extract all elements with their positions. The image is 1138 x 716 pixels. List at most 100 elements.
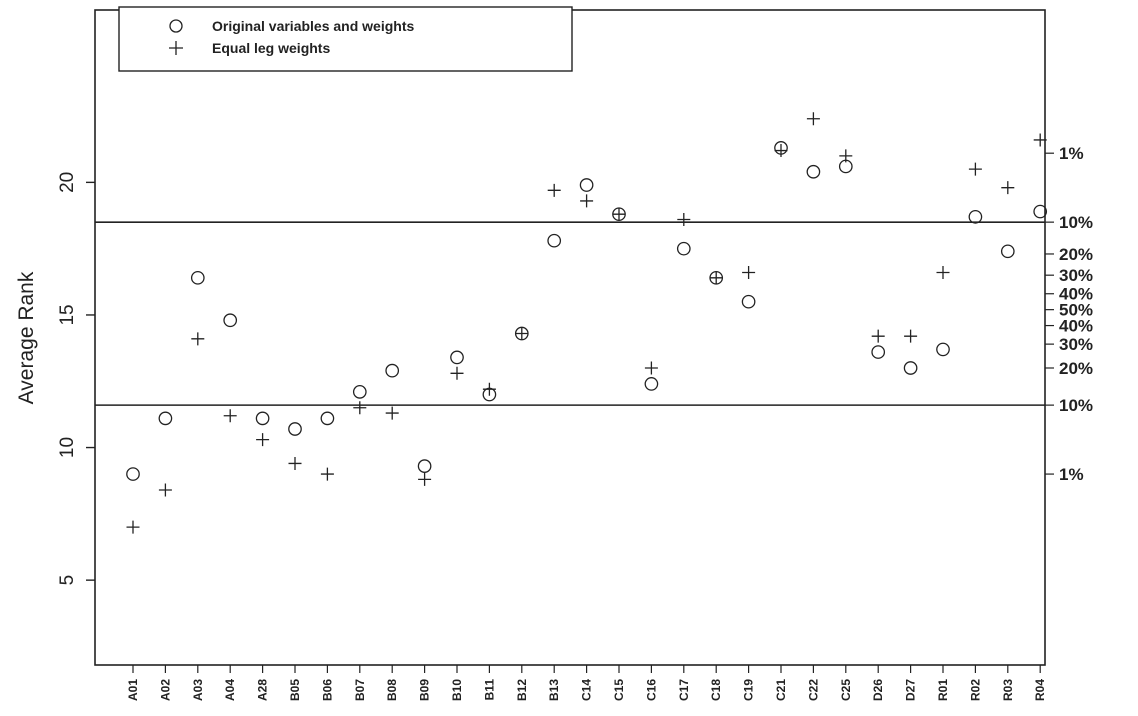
- point-equal-leg: [158, 483, 172, 497]
- point-equal-leg: [774, 144, 788, 158]
- point-equal-leg: [385, 406, 399, 420]
- x-tick-label: C15: [612, 679, 626, 701]
- point-equal-leg: [1033, 133, 1047, 147]
- point-equal-leg: [871, 329, 885, 343]
- point-equal-leg: [644, 361, 658, 375]
- x-tick-label: A04: [223, 679, 237, 701]
- point-original: [352, 385, 367, 399]
- point-original: [1033, 204, 1048, 219]
- point-equal-leg: [320, 467, 334, 481]
- point-original: [644, 377, 659, 391]
- x-tick-label: C18: [709, 679, 723, 701]
- point-equal-leg: [1001, 181, 1015, 195]
- x-tick-label: A01: [126, 679, 140, 701]
- right-axis-label: 10%: [1059, 213, 1093, 232]
- legend: Original variables and weights Equal leg…: [118, 6, 573, 72]
- x-tick-label: C22: [806, 679, 820, 701]
- x-tick-label: R02: [968, 679, 982, 701]
- right-axis-labels: 1%10%20%30%40%50%40%30%20%10%1%: [1045, 144, 1093, 484]
- legend-marker-plus: [169, 41, 183, 55]
- x-tick-label: D27: [904, 679, 918, 701]
- point-original: [903, 361, 918, 375]
- y-tick-label: 5: [57, 575, 78, 586]
- right-axis-label: 20%: [1059, 359, 1093, 378]
- x-tick-label: B13: [547, 679, 561, 701]
- point-original: [320, 411, 335, 426]
- x-tick-label: B12: [515, 679, 529, 701]
- point-original: [126, 467, 140, 481]
- point-original: [450, 350, 464, 365]
- x-tick-label: B10: [450, 679, 464, 701]
- point-original: [871, 345, 886, 359]
- right-axis-label: 30%: [1059, 266, 1093, 285]
- y-tick-label: 20: [57, 172, 78, 193]
- right-axis-label: 30%: [1059, 335, 1093, 354]
- point-equal-leg: [839, 149, 853, 163]
- point-equal-leg: [418, 472, 432, 486]
- x-tick-label: C14: [580, 679, 594, 701]
- point-equal-leg: [126, 520, 140, 534]
- x-tick-label: C25: [839, 679, 853, 701]
- right-axis-label: 20%: [1059, 245, 1093, 264]
- right-axis-label: 40%: [1059, 317, 1093, 336]
- point-equal-leg: [709, 271, 723, 285]
- x-tick-label: B08: [385, 679, 399, 701]
- x-tick-label: A28: [256, 679, 270, 701]
- point-equal-leg: [612, 207, 626, 221]
- point-equal-leg: [482, 382, 496, 396]
- x-tick-label: B11: [482, 679, 496, 701]
- reference-lines: [95, 221, 1045, 406]
- point-equal-leg: [288, 456, 302, 470]
- legend-marker-circle: [169, 19, 183, 33]
- point-equal-leg: [256, 433, 270, 447]
- point-equal-leg: [450, 366, 464, 380]
- right-axis-label: 40%: [1059, 285, 1093, 304]
- point-equal-leg: [936, 266, 950, 280]
- right-axis-label: 50%: [1059, 301, 1093, 320]
- right-axis-label: 1%: [1059, 465, 1084, 484]
- point-equal-leg: [223, 409, 237, 423]
- point-original: [1000, 244, 1015, 259]
- point-equal-leg: [904, 329, 918, 343]
- point-original: [417, 459, 432, 473]
- point-equal-leg: [191, 332, 205, 346]
- x-tick-label: C16: [644, 679, 658, 701]
- point-equal-leg: [547, 183, 561, 197]
- x-tick-label: D26: [871, 679, 885, 701]
- point-equal-leg: [515, 327, 529, 341]
- x-tick-label: B06: [320, 679, 334, 701]
- point-original: [936, 342, 950, 357]
- y-tick-label: 10: [57, 437, 78, 458]
- point-original: [806, 164, 821, 179]
- x-tick-label: A02: [158, 679, 172, 701]
- legend-box: [118, 6, 573, 72]
- point-original: [385, 363, 400, 378]
- point-original: [223, 313, 238, 328]
- point-equal-leg: [580, 194, 594, 208]
- x-tick-label: R04: [1033, 679, 1047, 701]
- point-original: [579, 178, 594, 192]
- point-original: [968, 209, 983, 224]
- point-equal-leg: [806, 112, 820, 126]
- x-tick-label: A03: [191, 679, 205, 701]
- point-original: [190, 270, 205, 285]
- point-original: [741, 294, 756, 309]
- data-points: [126, 112, 1048, 534]
- y-axis: 5 10 15 20: [57, 172, 95, 586]
- x-tick-label: C17: [677, 679, 691, 701]
- point-original: [255, 411, 270, 426]
- point-equal-leg: [742, 266, 756, 280]
- right-axis-label: 1%: [1059, 144, 1084, 163]
- point-original: [547, 233, 562, 248]
- legend-label-equal: Equal leg weights: [212, 40, 330, 56]
- y-axis-title: Average Rank: [15, 271, 38, 404]
- point-original: [158, 411, 173, 426]
- legend-label-original: Original variables and weights: [212, 18, 414, 34]
- x-tick-label: B07: [353, 679, 367, 701]
- point-original: [676, 241, 691, 256]
- plot-frame: [94, 9, 1046, 666]
- point-equal-leg: [353, 401, 367, 415]
- x-tick-label: C21: [774, 679, 788, 701]
- y-tick-label: 15: [57, 304, 78, 325]
